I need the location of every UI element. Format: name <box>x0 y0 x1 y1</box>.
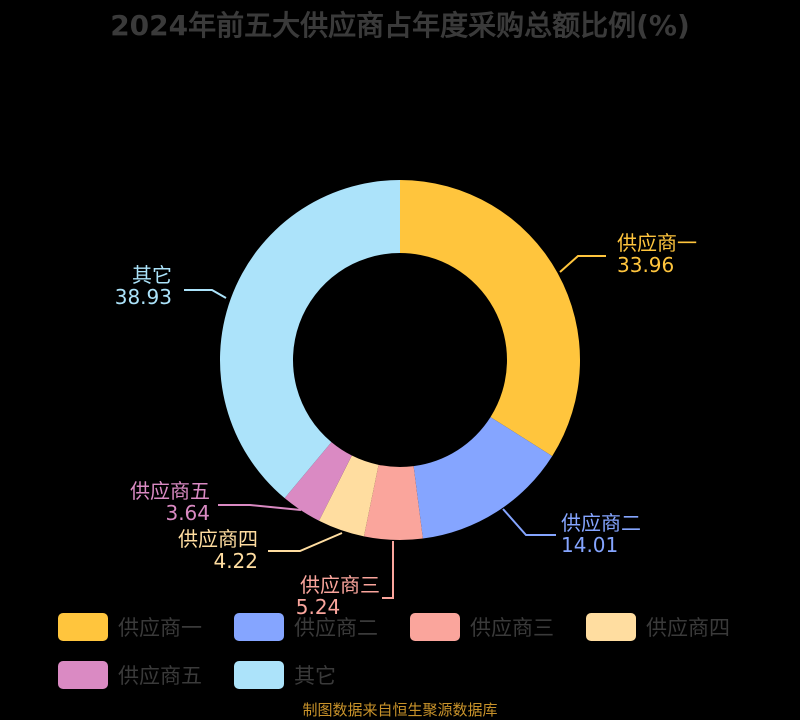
legend-label: 供应商三 <box>470 616 554 640</box>
slice-label-supplier2: 供应商二 14.01 <box>561 512 641 556</box>
leader-line-supplier1 <box>559 255 606 273</box>
legend-item-supplier3[interactable]: 供应商三 <box>410 612 554 642</box>
slice-label-name: 供应商五 <box>130 479 210 503</box>
legend-swatch <box>586 613 636 641</box>
chart-title: 2024年前五大供应商占年度采购总额比例(%) <box>110 9 690 42</box>
slice-label-value: 14.01 <box>561 533 619 557</box>
legend-label: 其它 <box>294 664 336 688</box>
legend-swatch <box>410 613 460 641</box>
slice-label-supplier5: 供应商五 3.64 <box>112 480 210 524</box>
slice-label-supplier1: 供应商一 33.96 <box>617 232 697 276</box>
slice-label-value: 38.93 <box>114 285 172 309</box>
slice-label-value: 5.24 <box>295 595 341 619</box>
legend-swatch <box>58 613 108 641</box>
legend-label: 供应商一 <box>118 616 202 640</box>
legend-item-supplier1[interactable]: 供应商一 <box>58 612 202 642</box>
slice-label-name: 供应商一 <box>617 231 697 255</box>
slice-label-name: 其它 <box>132 263 172 287</box>
slice-label-supplier3: 供应商三 5.24 <box>256 574 380 618</box>
legend-swatch <box>234 661 284 689</box>
donut-slice-supplier5[interactable] <box>284 442 352 521</box>
legend-label: 供应商五 <box>118 664 202 688</box>
donut-slice-other[interactable] <box>220 180 400 499</box>
donut-slice-supplier3[interactable] <box>363 464 423 540</box>
data-source-note: 制图数据来自恒生聚源数据库 <box>302 701 498 719</box>
donut-slice-supplier1[interactable] <box>400 180 580 457</box>
legend-label: 供应商二 <box>294 616 378 640</box>
legend-item-other[interactable]: 其它 <box>234 660 336 690</box>
leader-line-supplier2 <box>502 508 556 536</box>
leader-lines <box>184 255 606 599</box>
legend-item-supplier4[interactable]: 供应商四 <box>586 612 730 642</box>
slice-label-value: 3.64 <box>165 501 210 525</box>
legend-label: 供应商四 <box>646 616 730 640</box>
slice-label-name: 供应商三 <box>300 573 380 597</box>
leader-line-supplier3 <box>382 541 394 599</box>
donut-slice-supplier4[interactable] <box>318 455 379 537</box>
slice-label-value: 33.96 <box>617 253 675 277</box>
leader-line-supplier5 <box>218 504 302 511</box>
legend-swatch <box>234 613 284 641</box>
slice-label-supplier4: 供应商四 4.22 <box>160 528 258 572</box>
legend-swatch <box>58 661 108 689</box>
slice-label-name: 供应商四 <box>178 527 258 551</box>
slice-label-name: 供应商二 <box>561 511 641 535</box>
donut-slice-supplier2[interactable] <box>413 417 553 539</box>
legend-item-supplier2[interactable]: 供应商二 <box>234 612 378 642</box>
slice-label-other: 其它 38.93 <box>110 264 172 308</box>
legend-item-supplier5[interactable]: 供应商五 <box>58 660 202 690</box>
leader-line-supplier4 <box>268 532 343 552</box>
slice-label-value: 4.22 <box>213 549 258 573</box>
donut-slices <box>220 180 580 540</box>
leader-line-other <box>184 289 227 299</box>
